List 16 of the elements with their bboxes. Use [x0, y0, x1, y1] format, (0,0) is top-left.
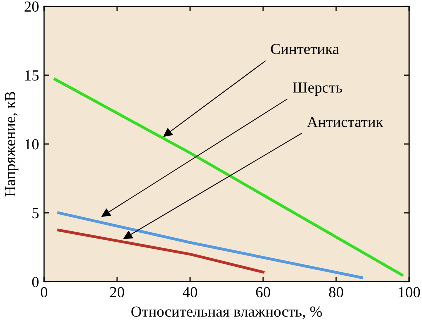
x-tick-label: 20	[110, 287, 124, 298]
annotation: Синтетика	[271, 44, 340, 54]
y-axis-title: Напряжение, кВ	[5, 92, 19, 197]
y-tick-label: 10	[26, 139, 39, 150]
x-tick-label: 40	[182, 287, 198, 298]
annotation: Антистатик	[307, 117, 384, 128]
y-tick-label: 15	[26, 70, 39, 81]
annotation: Шерсть	[292, 82, 342, 96]
y-tick-label: 20	[24, 2, 39, 12]
x-tick-label: 60	[256, 287, 270, 298]
y-tick-label: 5	[32, 208, 39, 219]
x-axis-title: Относительная влажность, %	[132, 306, 322, 320]
y-tick-label: 0	[32, 277, 39, 288]
x-tick-label: 0	[41, 287, 48, 298]
x-tick-label: 80	[329, 287, 344, 298]
x-tick-label: 100	[399, 287, 420, 298]
